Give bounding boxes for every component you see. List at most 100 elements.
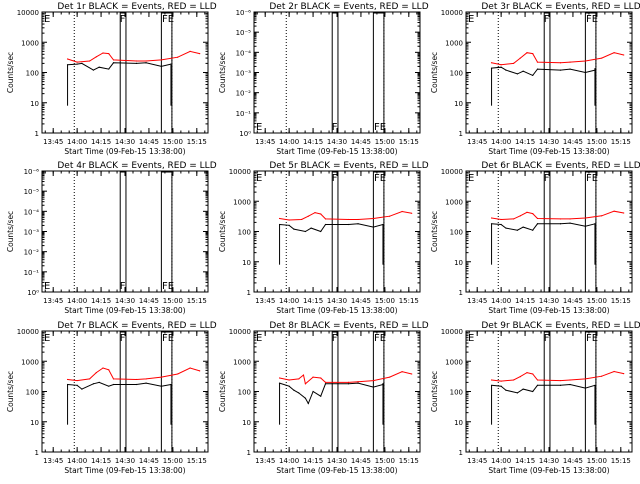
- x-axis-label: Start Time (09-Feb-15 13:38:00): [64, 466, 185, 475]
- rate-point: [401, 371, 403, 373]
- flag-label-f: F: [544, 173, 550, 184]
- rate-point: [112, 62, 115, 64]
- y-tick-label: 10⁻⁶: [236, 9, 252, 17]
- x-tick-label: 15:15: [611, 138, 631, 146]
- x-tick-label: 14:45: [563, 297, 583, 305]
- rate-point: [357, 381, 359, 383]
- rate-point: [569, 383, 571, 386]
- rate-point: [314, 212, 316, 214]
- x-tick-label: 14:45: [351, 138, 371, 146]
- rate-point: [76, 61, 78, 63]
- panel-title: Det 8r BLACK = Events, RED = LLD: [269, 321, 428, 331]
- rate-point: [357, 382, 359, 384]
- rate-point: [108, 369, 110, 371]
- rate-point: [88, 378, 91, 380]
- rate-point: [98, 381, 100, 383]
- x-tick-label: 14:15: [303, 457, 323, 465]
- x-tick-label: 14:30: [115, 457, 135, 465]
- rate-point: [584, 378, 586, 380]
- y-axis-label: Counts/sec: [430, 371, 439, 412]
- flag-label-fe: FE: [374, 122, 386, 133]
- panel-title: Det 3r BLACK = Events, RED = LLD: [481, 2, 640, 12]
- rate-point: [536, 223, 539, 225]
- y-tick-label: 10⁻²: [236, 90, 252, 98]
- rate-point: [411, 212, 413, 214]
- rate-point: [601, 57, 603, 59]
- x-tick-label: 15:00: [375, 138, 395, 146]
- rate-point: [320, 395, 322, 397]
- rate-point: [569, 68, 571, 70]
- rate-point: [512, 218, 515, 220]
- x-tick-label: 14:15: [303, 138, 323, 146]
- detector-panel: Det 7r BLACK = Events, RED = LLD 1 10 100 10…: [6, 321, 217, 475]
- y-tick-label: 10⁻⁶: [24, 168, 40, 176]
- y-axis-label: Counts/sec: [218, 371, 227, 412]
- y-tick-label: 10000: [17, 328, 39, 336]
- y-tick-label: 1: [35, 130, 39, 138]
- rate-point: [505, 227, 507, 229]
- y-tick-label: 10000: [229, 168, 251, 176]
- rate-point: [112, 383, 115, 386]
- x-tick-label: 14:30: [327, 138, 347, 146]
- y-axis-label: Counts/sec: [6, 211, 15, 252]
- x-tick-label: 14:30: [115, 138, 135, 146]
- rate-point: [512, 379, 515, 381]
- rate-point: [88, 60, 91, 62]
- rate-point: [505, 389, 507, 391]
- rate-point: [526, 372, 528, 374]
- rate-point: [112, 59, 115, 61]
- rate-point: [102, 367, 104, 369]
- x-tick-label: 15:15: [399, 457, 419, 465]
- x-axis-label: Start Time (09-Feb-15 13:38:00): [276, 147, 397, 156]
- x-tick-label: 14:00: [279, 297, 299, 305]
- rate-point: [199, 370, 201, 372]
- x-tick-label: 14:30: [539, 457, 559, 465]
- y-tick-label: 10: [242, 419, 251, 427]
- rate-point: [584, 60, 586, 62]
- rate-point: [490, 217, 493, 219]
- y-axis-label: Counts/sec: [218, 52, 227, 93]
- x-tick-label: 13:45: [467, 457, 487, 465]
- y-tick-label: 10⁰: [239, 130, 251, 138]
- flag-label-fe: FE: [586, 173, 598, 184]
- x-tick-label: 15:15: [611, 457, 631, 465]
- y-tick-label: 10: [454, 419, 463, 427]
- flag-label-fe: FE: [586, 14, 598, 25]
- rate-point: [160, 385, 162, 387]
- rate-point: [500, 380, 502, 382]
- rate-point: [302, 374, 305, 376]
- x-tick-label: 15:00: [587, 457, 607, 465]
- rate-point: [170, 63, 172, 65]
- y-tick-label: 10: [30, 100, 39, 108]
- y-tick-label: 10000: [441, 328, 463, 336]
- rate-point: [66, 58, 69, 60]
- y-tick-label: 1000: [21, 358, 39, 366]
- rate-point: [135, 378, 138, 381]
- events-rate-line: [279, 223, 384, 233]
- rate-point: [559, 218, 562, 220]
- rate-point: [559, 379, 562, 382]
- y-tick-label: 100: [450, 229, 463, 237]
- y-tick-label: 10: [30, 419, 39, 427]
- rate-point: [516, 392, 519, 394]
- flag-label-f: F: [332, 122, 338, 133]
- rate-point: [189, 367, 191, 369]
- rate-point: [108, 68, 110, 70]
- flag-label-fe: FE: [162, 333, 174, 344]
- rate-point: [559, 69, 562, 71]
- y-tick-label: 100: [450, 70, 463, 78]
- x-tick-label: 14:15: [91, 138, 111, 146]
- rate-point: [102, 52, 104, 54]
- rate-point: [536, 217, 539, 220]
- rate-point: [145, 382, 147, 384]
- x-tick-label: 13:45: [255, 297, 275, 305]
- lld-rate-line: [279, 210, 412, 221]
- detector-panel: Det 2r BLACK = Events, RED = LLD 10⁰ 10⁻¹ 1…: [218, 2, 429, 156]
- flag-label-fe: FE: [374, 333, 386, 344]
- y-tick-label: 1000: [21, 39, 39, 47]
- rate-point: [532, 53, 534, 55]
- rate-point: [532, 213, 534, 215]
- rate-point: [522, 388, 524, 390]
- rate-point: [526, 52, 528, 54]
- flag-label-e: E: [44, 281, 50, 292]
